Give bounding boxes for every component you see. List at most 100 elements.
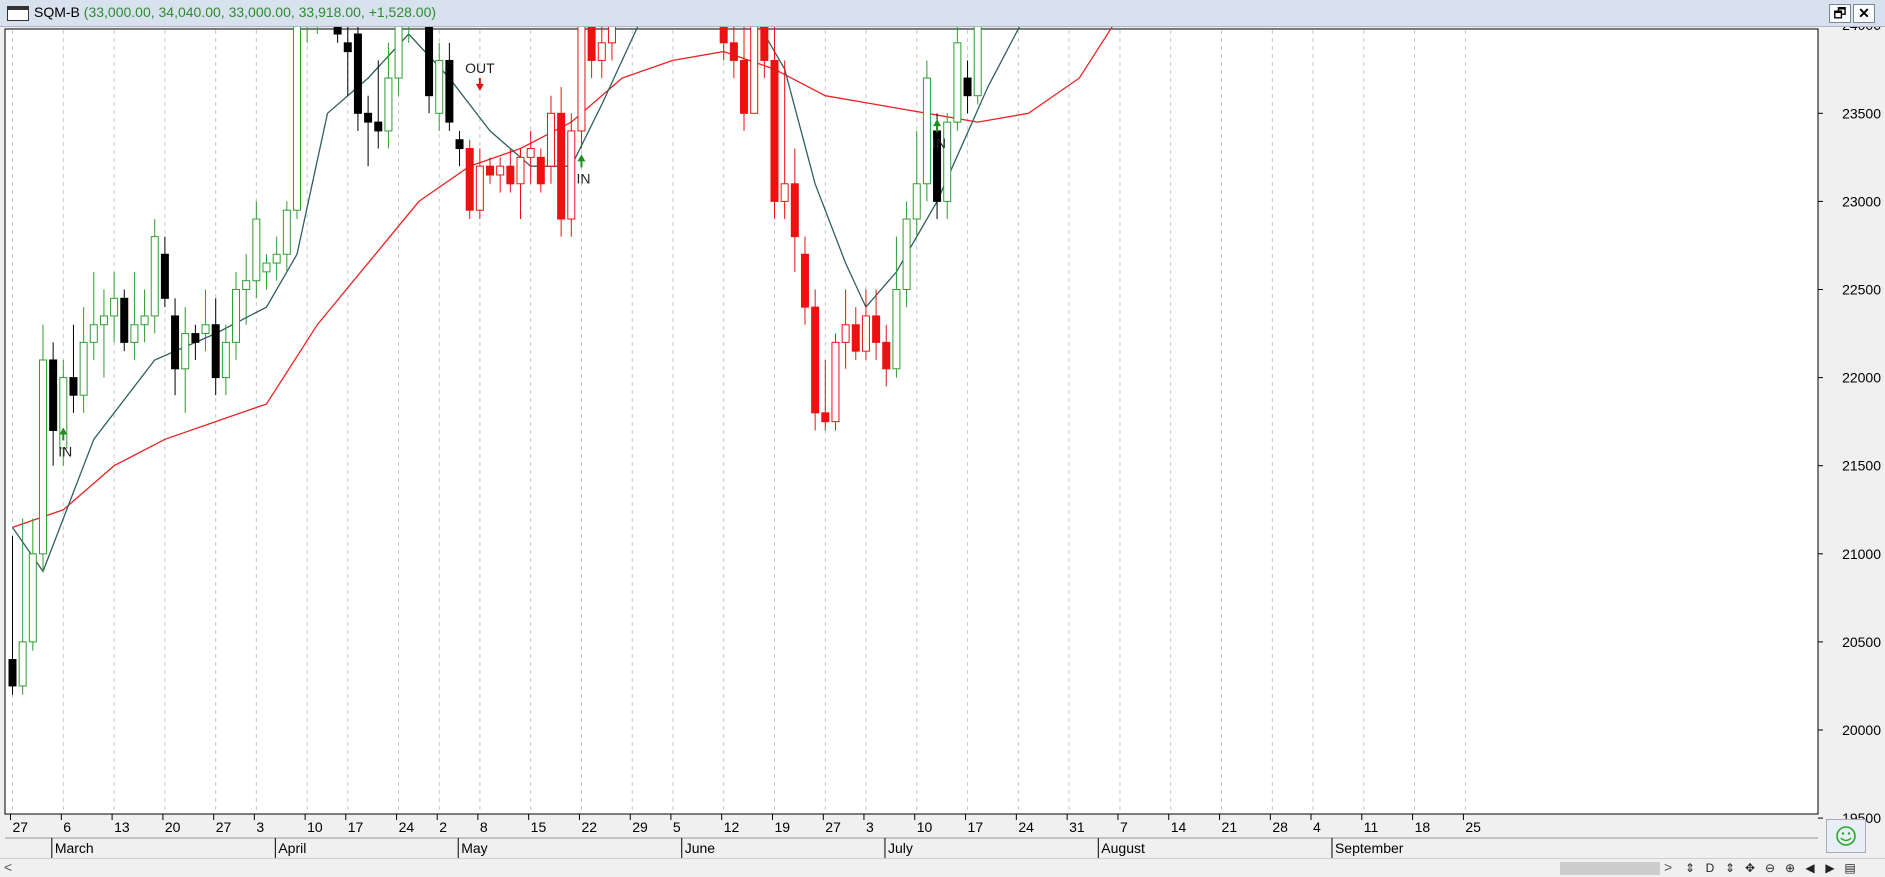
candle (841, 289, 850, 369)
vertical-scale-tool[interactable]: ⇕ (1684, 861, 1696, 875)
candle (18, 518, 27, 695)
candle (943, 113, 952, 220)
date-tick-label: 13 (114, 819, 130, 835)
candle (59, 359, 68, 466)
candle (445, 42, 454, 131)
candle (790, 148, 799, 272)
candle-body (110, 297, 119, 317)
draw-mode-tool[interactable]: D (1705, 861, 1715, 875)
zoom-out-tool[interactable]: ⊖ (1764, 861, 1776, 875)
scroll-left-arrow[interactable]: < (4, 859, 13, 875)
date-tick-label: 27 (216, 819, 232, 835)
candle (506, 148, 515, 193)
candle-body (292, 27, 301, 211)
candle-body (252, 218, 261, 282)
date-tick-label: 29 (632, 819, 648, 835)
candle (516, 148, 525, 220)
in-signal-label: IN (576, 170, 590, 186)
candle-body (861, 315, 870, 352)
candle-body (374, 121, 383, 132)
candle (811, 289, 820, 431)
candle (912, 130, 921, 237)
candle-body (770, 59, 779, 202)
scroll-right-arrow[interactable]: > (1664, 859, 1673, 875)
candle-body (475, 165, 484, 211)
stretch-tool[interactable]: ⇕ (1724, 861, 1736, 875)
candle-body (740, 59, 749, 114)
fast-moving-average-line (11, 27, 1021, 573)
candle-body (831, 341, 840, 423)
date-tick-label: 28 (1272, 819, 1288, 835)
smiley-button[interactable] (1826, 819, 1866, 853)
candle (69, 324, 78, 413)
restore-button[interactable]: 🗗 (1829, 4, 1851, 23)
candle-body (171, 315, 180, 370)
candle (526, 130, 535, 184)
signal-annotations: INOUTINOUTIN (58, 60, 946, 460)
date-tick-label: 8 (480, 819, 488, 835)
candle (374, 60, 383, 149)
pan-tool[interactable]: ✥ (1744, 861, 1756, 875)
month-label: September (1335, 840, 1404, 856)
candle-body (384, 77, 393, 132)
price-chart[interactable]: INOUTINOUTIN 195002000020500210002150022… (0, 27, 1885, 858)
candle-body (465, 148, 474, 211)
candle (597, 27, 606, 79)
candle-body (211, 324, 220, 379)
candle (872, 289, 881, 360)
candle (211, 298, 220, 396)
candle-body (120, 297, 129, 343)
price-tick-label: 22000 (1842, 370, 1881, 386)
date-tick-label: 10 (307, 819, 323, 835)
candle (486, 157, 495, 184)
horizontal-scrollbar[interactable]: < > ⇕ D ⇕ ✥ ⊖ ⊕ ◀ ▶ ▤ (0, 858, 1885, 877)
candle-body (536, 156, 545, 185)
candle-body (973, 27, 982, 97)
date-tick-label: 2 (439, 819, 447, 835)
candle (191, 324, 200, 360)
candle-body (902, 218, 911, 291)
candle-body (160, 253, 169, 299)
candle (577, 27, 586, 149)
scroll-back-tool[interactable]: ◀ (1805, 861, 1815, 875)
candle (343, 27, 352, 96)
candle (902, 201, 911, 308)
date-tick-label: 11 (1364, 819, 1379, 835)
date-tick-label: 12 (724, 819, 740, 835)
layout-tool[interactable]: ▤ (1844, 861, 1856, 875)
price-axis: 1950020000205002100021500220002250023000… (1818, 27, 1881, 826)
candle (760, 27, 769, 79)
chart-window-icon[interactable] (7, 6, 29, 21)
date-tick-label: 15 (531, 819, 547, 835)
candle (384, 42, 393, 149)
candle-body (719, 27, 728, 44)
date-tick-label: 3 (256, 819, 264, 835)
candle (262, 254, 271, 290)
candle-body (963, 77, 972, 97)
zoom-in-tool[interactable]: ⊕ (1784, 861, 1796, 875)
candle-body (181, 333, 190, 370)
candle-body (435, 59, 444, 114)
price-tick-label: 22500 (1842, 282, 1881, 298)
date-tick-label: 27 (825, 819, 841, 835)
in-signal-label: IN (58, 443, 72, 459)
price-tick-label: 21000 (1842, 546, 1881, 562)
scroll-forward-tool[interactable]: ▶ (1825, 861, 1835, 875)
candle (140, 289, 149, 343)
date-tick-label: 4 (1313, 819, 1321, 835)
candle-body (912, 183, 921, 220)
candle-body (455, 139, 464, 150)
candle-body (567, 130, 576, 220)
close-button[interactable]: ✕ (1853, 4, 1875, 23)
candle (38, 324, 47, 572)
candle-body (333, 27, 342, 35)
plot-area (4, 28, 1819, 815)
candle-body (364, 112, 373, 123)
date-tick-label: 3 (866, 819, 874, 835)
candle-body (130, 324, 139, 343)
candle (770, 27, 779, 220)
date-tick-label: 20 (165, 819, 181, 835)
scroll-thumb[interactable] (1560, 862, 1660, 875)
month-label: March (55, 840, 94, 856)
candle (306, 27, 308, 43)
